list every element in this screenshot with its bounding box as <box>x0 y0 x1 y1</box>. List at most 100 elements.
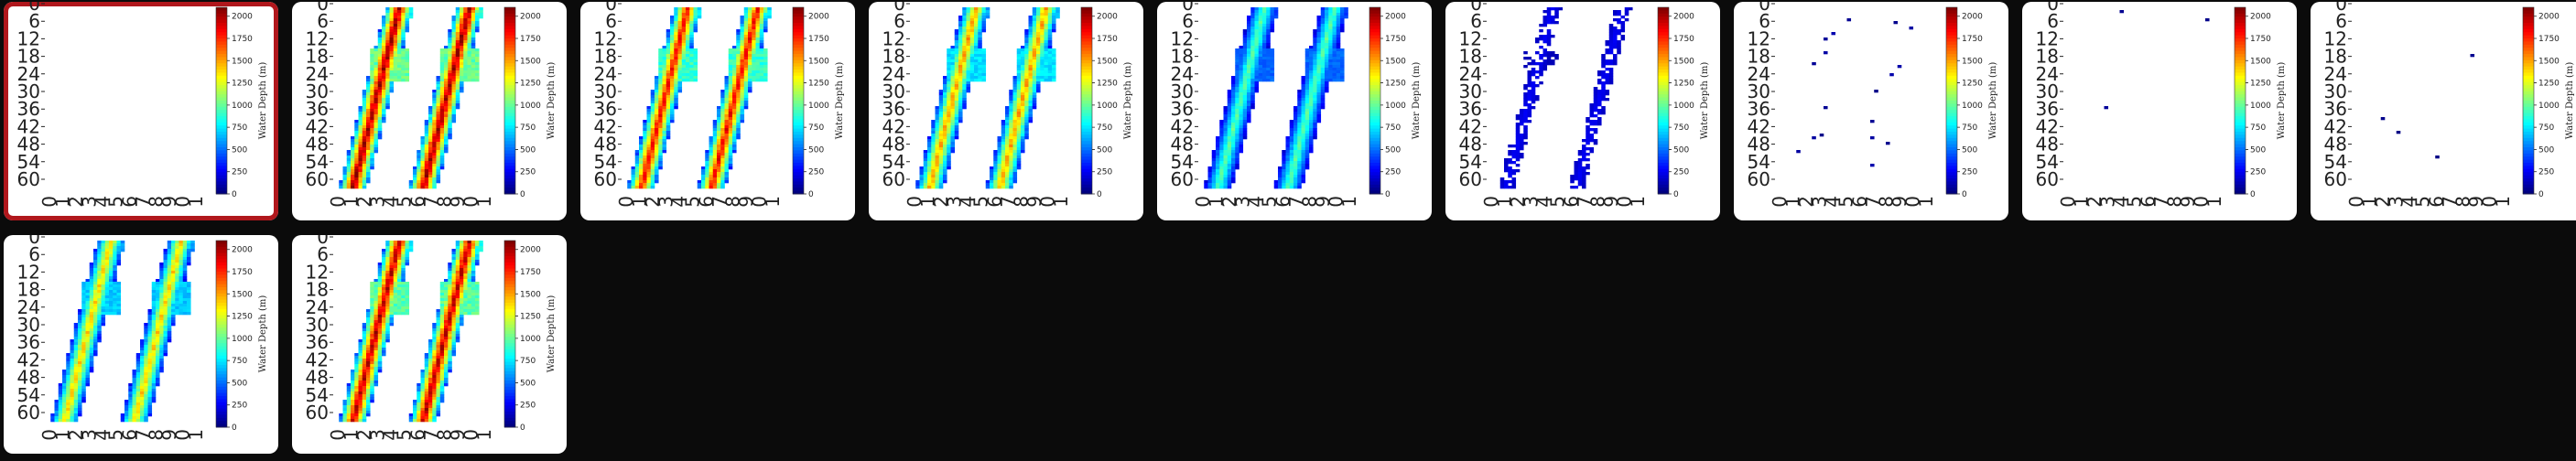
gallery-thumbnail[interactable]: 0 6 12 18 24 30 36 42 48 54 60 0 1 2 3 4 5 6 7 8 9 0 1 0 250 500 7… <box>292 2 567 220</box>
y-tick-label: 54 <box>17 384 40 406</box>
x-tick-label: 0 <box>1325 196 1347 208</box>
x-tick-label: 6 <box>406 429 428 441</box>
y-tick-label: 24 <box>882 63 905 85</box>
x-tick-label: 1 <box>1782 196 1804 208</box>
y-tick-label: 36 <box>1748 98 1770 120</box>
colorbar-tick-label: 1750 <box>1385 35 1406 44</box>
x-tick-label: 0 <box>171 429 193 441</box>
y-tick-label: 30 <box>1459 80 1482 102</box>
gallery-thumbnail[interactable]: 0 6 12 18 24 30 36 42 48 54 60 0 1 2 3 4 5 6 7 8 9 0 1 0 250 500 7… <box>2022 2 2297 220</box>
x-tick-label: 3 <box>944 196 966 208</box>
y-tick-label: 54 <box>2324 151 2347 173</box>
y-tick-label: 18 <box>882 46 905 68</box>
colorbar-tick-label: 1500 <box>232 57 253 66</box>
colorbar-tick-label: 2000 <box>1385 13 1406 22</box>
x-tick-label: 2 <box>2084 196 2105 208</box>
gallery-thumbnail[interactable]: 0 6 12 18 24 30 36 42 48 54 60 0 1 2 3 4 5 6 7 8 9 0 1 0 250 500 7… <box>2311 2 2576 220</box>
colorbar: 0 250 500 750 1000 1250 1500 1750 2000 <box>2234 6 2271 199</box>
x-tick-label: 2 <box>930 196 952 208</box>
y-tick-label: 48 <box>17 134 40 155</box>
y-tick-label: 42 <box>17 115 40 137</box>
y-tick-label: 0 <box>28 235 40 248</box>
colorbar-tick-label: 2000 <box>232 13 253 22</box>
x-tick-label: 1 <box>1494 196 1516 208</box>
depth-field <box>1796 18 1914 167</box>
y-tick-label: 36 <box>2036 98 2059 120</box>
depth-map-plot: 0612182430364248546001234567890102505007… <box>2324 2 2575 208</box>
x-tick-label: 7 <box>1574 196 1596 208</box>
y-tick-label: 54 <box>882 151 905 173</box>
x-tick-label: 1 <box>52 196 74 208</box>
y-tick-label: 0 <box>1759 2 1770 15</box>
depth-map-plot: 0612182430364248546001234567890102505007… <box>1459 2 1710 208</box>
gallery-thumbnail[interactable]: 0 6 12 18 24 30 36 42 48 54 60 0 1 2 3 4 5 6 7 8 9 0 1 0 250 500 7… <box>292 235 567 454</box>
depth-map-plot: 0612182430364248546001234567890102505007… <box>882 2 1133 208</box>
x-tick-label: 8 <box>1298 196 1320 208</box>
x-tick-label: 1 <box>1050 196 1072 208</box>
gallery-thumbnail[interactable]: 0 6 12 18 24 30 36 42 48 54 60 0 1 2 3 4 5 6 7 8 9 0 1 0 250 500 7… <box>4 2 278 220</box>
y-tick-label: 60 <box>17 168 40 190</box>
x-tick-label: 1 <box>185 429 207 441</box>
x-tick-label: 6 <box>118 196 140 208</box>
x-tick-label: 4 <box>1822 196 1844 208</box>
x-tick-label: 1 <box>473 196 495 208</box>
y-tick-label: 18 <box>594 46 617 68</box>
y-tick-label: 42 <box>17 348 40 370</box>
y-tick-label: 12 <box>882 27 905 49</box>
y-tick-label: 60 <box>17 402 40 423</box>
depth-field <box>627 7 772 189</box>
y-tick-label: 24 <box>17 63 40 85</box>
colorbar-tick-label: 1750 <box>808 35 829 44</box>
x-tick-label: 7 <box>2150 196 2172 208</box>
x-tick-label: 4 <box>92 196 114 208</box>
x-tick-label: 2 <box>2372 196 2394 208</box>
gallery-thumbnail[interactable]: 0 6 12 18 24 30 36 42 48 54 60 0 1 2 3 4 5 6 7 8 9 0 1 0 250 500 7… <box>869 2 1143 220</box>
y-tick-label: 42 <box>1459 115 1482 137</box>
x-tick-label: 5 <box>394 196 416 208</box>
y-tick-label: 6 <box>317 243 329 265</box>
colorbar-tick-label: 0 <box>1385 190 1391 199</box>
y-tick-label: 6 <box>1759 10 1770 32</box>
y-tick-label: 60 <box>1171 168 1194 190</box>
gallery-thumbnail[interactable]: 0 6 12 18 24 30 36 42 48 54 60 0 1 2 3 4 5 6 7 8 9 0 1 0 250 500 7… <box>1445 2 1720 220</box>
colorbar-tick-label: 250 <box>1385 168 1401 177</box>
colorbar-tick-label: 2000 <box>520 13 541 22</box>
gallery-thumbnail[interactable]: 0 6 12 18 24 30 36 42 48 54 60 0 1 2 3 4 5 6 7 8 9 0 1 0 250 500 7… <box>580 2 855 220</box>
colorbar-tick-label: 1750 <box>1962 35 1983 44</box>
y-tick-label: 36 <box>1171 98 1194 120</box>
x-tick-label: 9 <box>1889 196 1910 208</box>
gallery-thumbnail[interactable]: 0 6 12 18 24 30 36 42 48 54 60 0 1 2 3 4 5 6 7 8 9 0 1 0 250 500 7… <box>1734 2 2008 220</box>
depth-field <box>1499 7 1633 189</box>
colorbar-tick-label: 0 <box>232 423 237 433</box>
y-tick-label: 6 <box>2047 10 2059 32</box>
x-tick-label: 4 <box>2398 196 2420 208</box>
x-tick-label: 4 <box>92 429 114 441</box>
colorbar-tick-label: 1500 <box>520 290 541 299</box>
gallery-thumbnail[interactable]: 0 6 12 18 24 30 36 42 48 54 60 0 1 2 3 4 5 6 7 8 9 0 1 0 250 500 7… <box>4 235 278 454</box>
x-tick-label: 3 <box>79 429 101 441</box>
colorbar-tick-label: 500 <box>232 379 247 388</box>
x-tick-label: 9 <box>447 196 469 208</box>
x-tick-label: 2 <box>65 196 87 208</box>
y-tick-label: 18 <box>17 46 40 68</box>
y-tick-label: 12 <box>2036 27 2059 49</box>
colorbar-tick-label: 1250 <box>1097 80 1118 89</box>
x-tick-label: 5 <box>2124 196 2146 208</box>
colorbar-tick-label: 1500 <box>232 290 253 299</box>
y-tick-label: 18 <box>2324 46 2347 68</box>
y-tick-label: 42 <box>306 348 329 370</box>
x-tick-label: 4 <box>957 196 979 208</box>
colorbar-tick-label: 1250 <box>1385 80 1406 89</box>
gallery-thumbnail[interactable]: 0 6 12 18 24 30 36 42 48 54 60 0 1 2 3 4 5 6 7 8 9 0 1 0 250 500 7… <box>1157 2 1432 220</box>
colorbar-tick-label: 250 <box>1962 168 1977 177</box>
y-tick-label: 0 <box>1470 2 1482 15</box>
x-tick-label: 0 <box>38 429 60 441</box>
y-tick-label: 0 <box>2335 2 2347 15</box>
x-tick-label: 6 <box>406 196 428 208</box>
x-tick-label: 3 <box>655 196 677 208</box>
x-tick-label: 1 <box>1338 196 1360 208</box>
colorbar-tick-label: 1000 <box>520 102 541 111</box>
y-tick-label: 48 <box>1459 134 1482 155</box>
colorbar-tick-label: 1000 <box>1673 102 1694 111</box>
colorbar-label: Water Depth (m) <box>2565 62 2575 140</box>
